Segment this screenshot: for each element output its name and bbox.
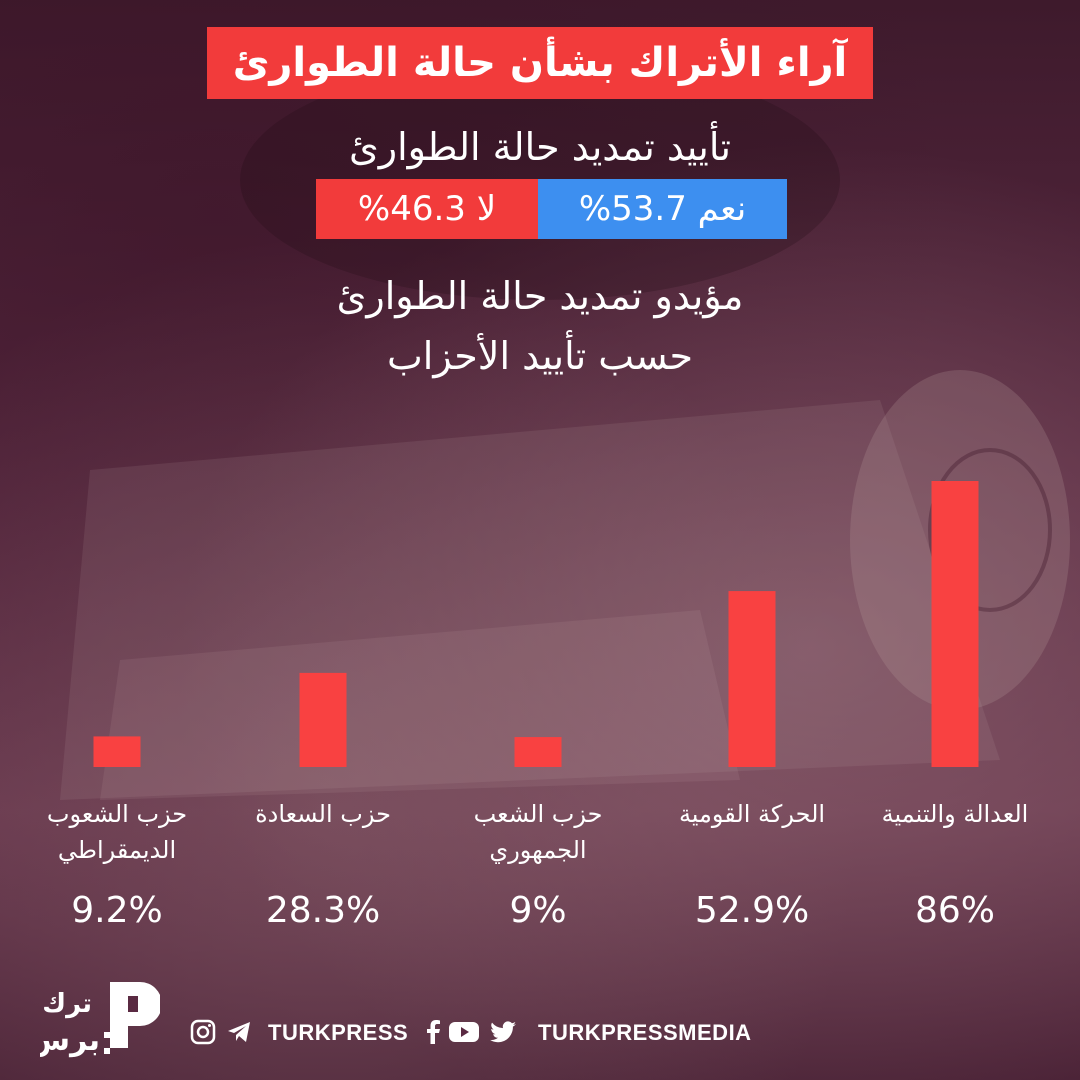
logo-text-top: ترك bbox=[42, 989, 92, 1019]
main-title: آراء الأتراك بشأن حالة الطوارئ bbox=[207, 27, 873, 99]
category-label-0-0: العدالة والتنمية bbox=[882, 800, 1029, 828]
chart-heading-line1: مؤيدو تمديد حالة الطوارئ bbox=[336, 274, 744, 318]
poll-yes-segment: نعم 53.7% bbox=[538, 179, 787, 239]
bar-1 bbox=[728, 591, 776, 767]
category-label-2-0: حزب الشعب bbox=[474, 800, 603, 828]
turkpress-logo: ترك برس bbox=[29, 972, 162, 1062]
category-label-3-0: حزب السعادة bbox=[255, 800, 391, 828]
bar-3 bbox=[299, 672, 347, 767]
logo-text-bottom: برس bbox=[40, 1023, 100, 1058]
poll-no-segment: لا 46.3% bbox=[316, 179, 538, 239]
category-label-2-1: الجمهوري bbox=[489, 836, 586, 864]
bar-4 bbox=[93, 736, 141, 767]
bar-2 bbox=[514, 737, 562, 767]
value-label-1: 52.9% bbox=[695, 890, 809, 931]
twitter-icon[interactable] bbox=[488, 1019, 518, 1045]
footer-handle-right[interactable]: TURKPRESSMEDIA bbox=[538, 1020, 752, 1045]
instagram-icon[interactable] bbox=[190, 1019, 216, 1045]
telegram-icon[interactable] bbox=[226, 1019, 252, 1045]
value-label-4: 9.2% bbox=[71, 890, 162, 931]
facebook-icon[interactable] bbox=[420, 1019, 446, 1045]
footer-handle-left[interactable]: TURKPRESS bbox=[268, 1020, 409, 1045]
poll-subtitle: تأييد تمديد حالة الطوارئ bbox=[348, 125, 731, 169]
value-label-2: 9% bbox=[509, 890, 566, 931]
youtube-icon[interactable] bbox=[448, 1019, 480, 1045]
category-label-4-0: حزب الشعوب bbox=[47, 800, 187, 828]
bar-0 bbox=[931, 481, 979, 767]
poll-split-bar: لا 46.3% نعم 53.7% bbox=[316, 179, 787, 239]
value-label-3: 28.3% bbox=[266, 890, 380, 931]
party-support-bar-chart: العدالة والتنمية 86% الحركة القومية 52.9% حز… bbox=[47, 481, 1029, 931]
chart-heading-line2: حسب تأييد الأحزاب bbox=[386, 334, 694, 378]
value-label-0: 86% bbox=[915, 890, 995, 931]
category-label-4-1: الديمقراطي bbox=[58, 836, 176, 864]
category-label-1-0: الحركة القومية bbox=[679, 800, 825, 828]
